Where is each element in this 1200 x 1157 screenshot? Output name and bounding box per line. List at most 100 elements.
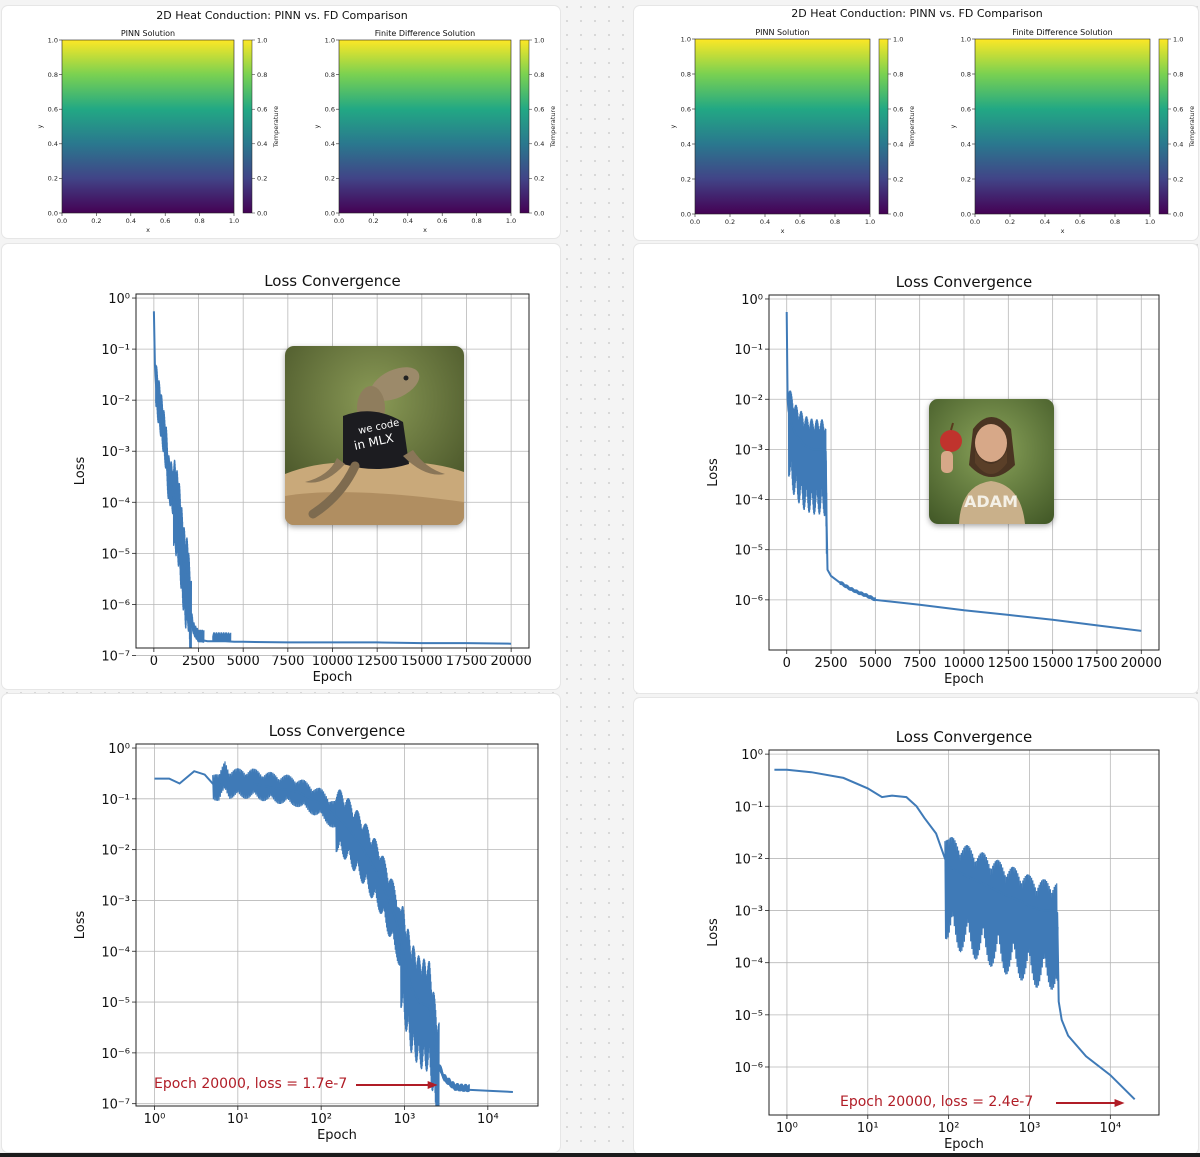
colorbar-label: Temperature [549,106,557,148]
panel-title: PINN Solution [121,29,175,38]
x-tick-label: 10000 [943,656,984,671]
loss-noise-band [787,390,828,554]
y-tick-label: 0.0 [681,210,691,218]
x-tick-label: 0 [150,654,158,669]
y-tick-label: 0.2 [48,175,58,183]
panel-title: PINN Solution [755,28,809,37]
loss-noise-band [335,789,402,966]
adam-shirt-text: ADAM [964,492,1018,511]
x-axis-label: x [146,226,150,234]
y-axis-label: y [313,124,321,128]
y-tick-label: 10⁻² [101,844,130,859]
heatmap-field [694,38,871,215]
colorbar-tick-label: 0.6 [534,106,544,114]
y-tick-label: 1.0 [325,36,335,44]
plot-frame [135,293,530,649]
y-axis-label: y [669,124,677,128]
plot-frame [768,294,1160,651]
x-tick-label: 10⁴ [1099,1121,1121,1136]
x-tick-label: 0.0 [334,217,344,225]
y-tick-label: 10⁻² [734,393,763,408]
y-tick-label: 0.2 [961,175,971,183]
y-tick-label: 0.0 [48,209,58,217]
loss-noise-band [172,459,192,649]
loss-noise-band [212,761,337,828]
x-tick-label: 1.0 [1145,218,1155,226]
heatmap-field [338,39,512,214]
colorbar-tick-label: 1.0 [893,35,903,43]
x-tick-label: 0.4 [1040,218,1050,226]
y-tick-label: 10⁰ [741,293,763,308]
chart-title: Loss Convergence [896,728,1033,746]
loss-noise-band [944,836,1059,990]
x-tick-label: 10⁰ [144,1112,166,1127]
colorbar-tick-label: 0.6 [893,105,903,113]
x-tick-label: 10000 [312,654,353,669]
x-axis-label: x [781,227,785,235]
colorbar-tick-label: 0.4 [534,140,544,148]
colorbar [878,38,889,215]
y-tick-label: 0.8 [48,71,58,79]
x-tick-label: 0.4 [760,218,770,226]
y-tick-label: 1.0 [961,35,971,43]
colorbar-tick-label: 0.2 [1173,175,1183,183]
colorbar-tick-label: 0.4 [893,140,903,148]
y-tick-label: 0.4 [681,140,691,148]
figure-title: 2D Heat Conduction: PINN vs. FD Comparis… [791,7,1042,20]
plot-frame [768,749,1160,1116]
y-tick-label: 10⁻⁴ [101,945,130,960]
y-tick-label: 10⁻⁶ [101,1047,130,1062]
colorbar-tick-label: 0.6 [257,106,267,114]
colorbar-tick-label: 0.2 [257,175,267,183]
x-tick-label: 0.6 [795,218,805,226]
x-tick-label: 10¹ [227,1112,249,1127]
y-tick-label: 0.4 [325,140,335,148]
x-tick-label: 2500 [814,656,847,671]
x-tick-label: 10³ [1019,1121,1041,1136]
y-tick-label: 10⁻⁴ [101,496,130,511]
x-tick-label: 20000 [490,654,531,669]
y-tick-label: 10⁻¹ [734,800,763,815]
colorbar [242,39,253,214]
loss-noise-band [839,581,876,602]
colorbar-tick-label: 0.0 [257,209,267,217]
x-tick-label: 0.8 [830,218,840,226]
colorbar-tick-label: 0.8 [1173,70,1183,78]
x-tick-label: 1.0 [506,217,516,225]
x-axis-label: Epoch [944,1137,984,1152]
x-tick-label: 7500 [271,654,304,669]
chart-title: Loss Convergence [896,273,1033,291]
x-tick-label: 1.0 [865,218,875,226]
y-axis-label: Loss [706,918,721,947]
y-tick-label: 0.6 [48,106,58,114]
x-tick-label: 12500 [988,656,1029,671]
x-tick-label: 0.4 [403,217,413,225]
plot-frame [135,743,539,1107]
x-tick-label: 0.6 [437,217,447,225]
y-tick-label: 0.8 [325,71,335,79]
colorbar-tick-label: 0.0 [1173,210,1183,218]
y-tick-label: 10⁻¹ [734,343,763,358]
y-tick-label: 10⁻⁶ [734,594,763,609]
y-tick-label: 10⁻⁴ [734,957,763,972]
y-axis-label: Loss [73,457,88,486]
x-tick-label: 10¹ [857,1121,879,1136]
heatmap-field [974,38,1151,215]
colorbar-tick-label: 0.4 [1173,140,1183,148]
x-tick-label: 12500 [356,654,397,669]
y-tick-label: 0.8 [681,70,691,78]
figure-title: 2D Heat Conduction: PINN vs. FD Comparis… [156,9,407,22]
colorbar-tick-label: 0.8 [257,71,267,79]
y-tick-label: 10⁻⁶ [101,598,130,613]
x-tick-label: 10⁰ [776,1121,798,1136]
x-tick-label: 7500 [903,656,936,671]
y-tick-label: 0.0 [961,210,971,218]
y-tick-label: 10⁻³ [101,894,130,909]
y-tick-label: 10⁻⁵ [101,996,130,1011]
x-tick-label: 0.2 [1005,218,1015,226]
x-tick-label: 2500 [182,654,215,669]
x-tick-label: 0.2 [91,217,101,225]
lizard-meme-image: we code in MLX [285,346,464,525]
y-tick-label: 0.0 [325,209,335,217]
